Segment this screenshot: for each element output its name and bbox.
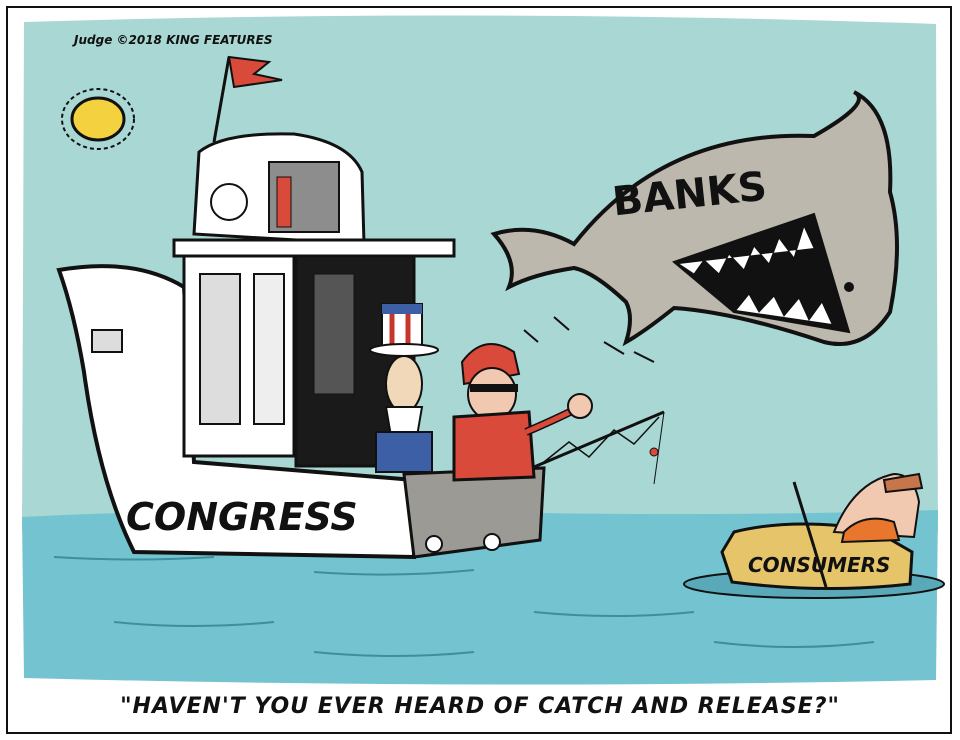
- boat-label: CONGRESS: [126, 495, 358, 539]
- water-ripples: [53, 556, 875, 657]
- fisherman: [452, 343, 665, 485]
- banks-shark: BANKS: [490, 90, 899, 347]
- uncle-sam: [369, 303, 439, 473]
- consumers-raft: CONSUMERS: [683, 472, 945, 599]
- spray-lines: [523, 316, 655, 363]
- cartoon-caption: "HAVEN'T YOU EVER HEARD OF CATCH AND REL…: [120, 694, 840, 719]
- congress-boat: CONGRESS: [56, 55, 546, 560]
- raft-label: CONSUMERS: [748, 553, 890, 577]
- boat-flag: [227, 55, 283, 89]
- artist-signature: Judge ©2018 KING FEATURES: [72, 33, 272, 47]
- sun: [61, 88, 135, 150]
- cartoon-scene: Judge ©2018 KING FEATURES CONGRESS: [22, 15, 945, 685]
